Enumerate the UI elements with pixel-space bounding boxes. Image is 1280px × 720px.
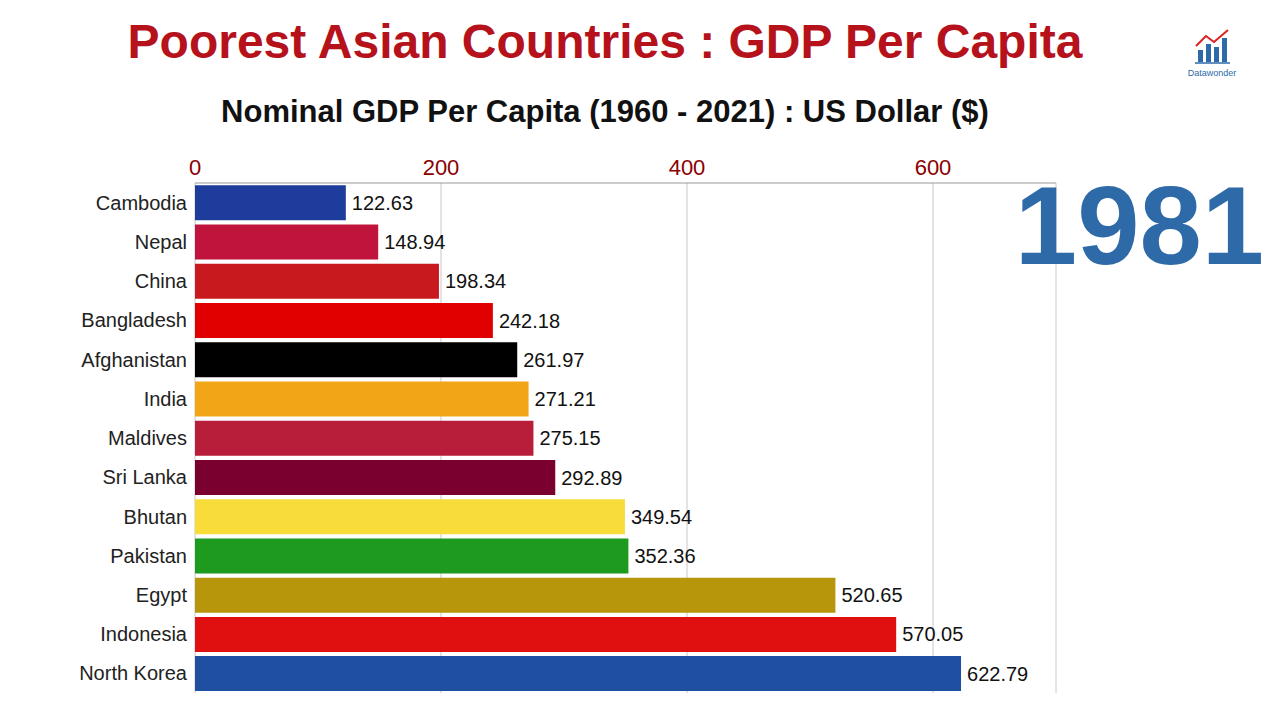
svg-text:622.79: 622.79 xyxy=(967,663,1028,685)
svg-text:198.34: 198.34 xyxy=(445,270,506,292)
svg-text:Indonesia: Indonesia xyxy=(100,623,188,645)
svg-text:292.89: 292.89 xyxy=(561,467,622,489)
html-text:Poorest Asian Countries : GDP: Poorest Asian Countries : GDP Per Capita xyxy=(127,15,1083,68)
svg-text:Afghanistan: Afghanistan xyxy=(81,349,187,371)
svg-text:India: India xyxy=(144,388,188,410)
svg-text:400: 400 xyxy=(669,155,706,180)
html-text:1981: 1981 xyxy=(1014,163,1264,288)
svg-text:242.18: 242.18 xyxy=(499,310,560,332)
svg-text:0: 0 xyxy=(189,155,201,180)
svg-text:570.05: 570.05 xyxy=(902,623,963,645)
svg-text:148.94: 148.94 xyxy=(384,231,445,253)
svg-text:Sri Lanka: Sri Lanka xyxy=(103,466,188,488)
html-text:Datawonder: Datawonder xyxy=(1187,68,1237,78)
svg-text:Maldives: Maldives xyxy=(108,427,187,449)
svg-text:261.97: 261.97 xyxy=(523,349,584,371)
svg-text:122.63: 122.63 xyxy=(352,192,413,214)
svg-text:352.36: 352.36 xyxy=(634,545,695,567)
svg-text:275.15: 275.15 xyxy=(539,427,600,449)
svg-text:Bangladesh: Bangladesh xyxy=(81,309,187,331)
svg-text:North Korea: North Korea xyxy=(79,662,188,684)
svg-text:Bhutan: Bhutan xyxy=(124,506,187,528)
svg-text:520.65: 520.65 xyxy=(841,584,902,606)
svg-text:200: 200 xyxy=(423,155,460,180)
svg-text:Cambodia: Cambodia xyxy=(96,192,188,214)
svg-text:Nepal: Nepal xyxy=(135,231,187,253)
svg-text:271.21: 271.21 xyxy=(535,388,596,410)
svg-text:Egypt: Egypt xyxy=(136,584,188,606)
svg-text:Pakistan: Pakistan xyxy=(110,545,187,567)
html-text:Nominal GDP Per Capita (1960 -: Nominal GDP Per Capita (1960 - 2021) : U… xyxy=(221,94,989,129)
svg-text:349.54: 349.54 xyxy=(631,506,692,528)
svg-text:600: 600 xyxy=(915,155,952,180)
svg-text:China: China xyxy=(135,270,188,292)
